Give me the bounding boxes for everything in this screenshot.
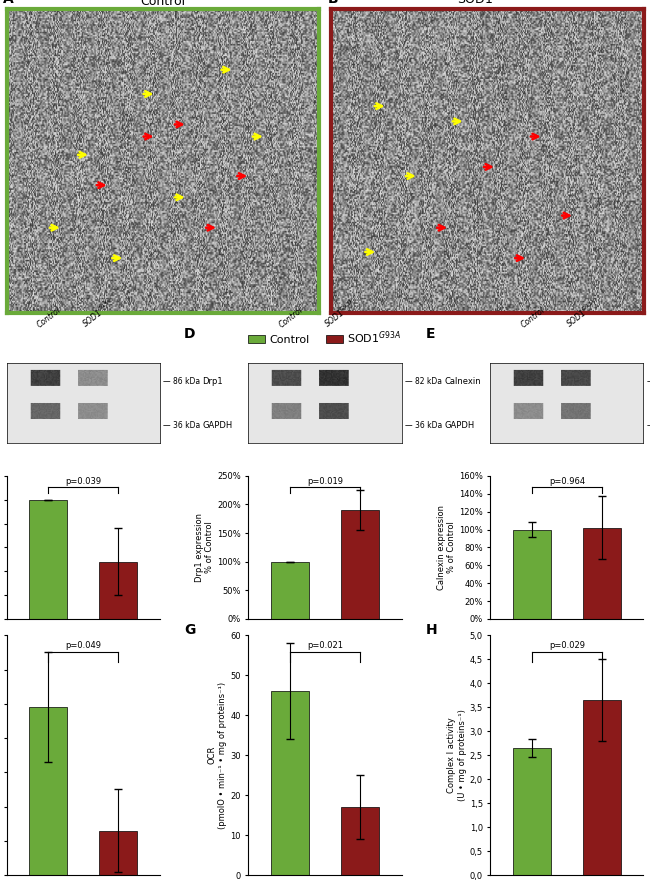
Bar bbox=[29, 500, 68, 619]
Bar bbox=[341, 807, 379, 875]
Bar bbox=[513, 530, 551, 619]
Text: H: H bbox=[426, 623, 437, 638]
Bar bbox=[582, 700, 621, 875]
Text: E: E bbox=[426, 328, 436, 341]
Bar bbox=[271, 562, 309, 619]
Text: Control: Control bbox=[519, 305, 547, 330]
Bar bbox=[341, 510, 379, 619]
Bar bbox=[513, 748, 551, 875]
Text: B: B bbox=[328, 0, 339, 6]
Y-axis label: Calnexin expression
% of Control: Calnexin expression % of Control bbox=[437, 505, 456, 590]
Y-axis label: OCR
(pmolO • min⁻¹ • mg of proteins⁻¹): OCR (pmolO • min⁻¹ • mg of proteins⁻¹) bbox=[208, 681, 227, 829]
Text: — 36 kDa: — 36 kDa bbox=[404, 421, 442, 430]
Text: D: D bbox=[184, 328, 196, 341]
Bar bbox=[29, 707, 68, 875]
Text: SOD1$^{G93A}$: SOD1$^{G93A}$ bbox=[80, 296, 117, 330]
Text: GAPDH: GAPDH bbox=[445, 421, 474, 430]
Text: p=0.021: p=0.021 bbox=[307, 640, 343, 649]
Text: Drp1: Drp1 bbox=[203, 377, 223, 386]
Text: A: A bbox=[3, 0, 14, 6]
Text: SOD1$^{G93A}$: SOD1$^{G93A}$ bbox=[564, 296, 601, 330]
Text: — 36 kDa: — 36 kDa bbox=[647, 421, 650, 430]
Text: — 86 kDa: — 86 kDa bbox=[162, 377, 200, 386]
Text: — 82 kDa: — 82 kDa bbox=[404, 377, 441, 386]
Y-axis label: Drp1 expression
% of Control: Drp1 expression % of Control bbox=[195, 513, 215, 582]
Text: p=0.029: p=0.029 bbox=[549, 640, 585, 649]
Text: SOD1$^{G93A}$: SOD1$^{G93A}$ bbox=[322, 296, 359, 330]
Title: SOD1$^{G93A}$: SOD1$^{G93A}$ bbox=[457, 0, 518, 8]
Text: p=0.964: p=0.964 bbox=[549, 477, 585, 486]
Bar bbox=[99, 562, 137, 619]
Text: Control: Control bbox=[36, 305, 63, 330]
Text: p=0.019: p=0.019 bbox=[307, 477, 343, 486]
Title: Control: Control bbox=[140, 0, 185, 8]
Bar bbox=[99, 830, 137, 875]
Text: p=0.039: p=0.039 bbox=[65, 477, 101, 486]
Legend: Control, SOD1$^{G93A}$: Control, SOD1$^{G93A}$ bbox=[244, 325, 406, 351]
Y-axis label: Complex I activity
(U • mg of proteins⁻¹): Complex I activity (U • mg of proteins⁻¹… bbox=[447, 709, 467, 801]
Text: p=0.049: p=0.049 bbox=[65, 640, 101, 649]
Text: Control: Control bbox=[278, 305, 305, 330]
Text: G: G bbox=[184, 623, 196, 638]
Bar bbox=[582, 528, 621, 619]
Text: — 90 kDa: — 90 kDa bbox=[647, 377, 650, 386]
Text: GAPDH: GAPDH bbox=[203, 421, 233, 430]
Text: Calnexin: Calnexin bbox=[445, 377, 481, 386]
Bar bbox=[271, 691, 309, 875]
Text: — 36 kDa: — 36 kDa bbox=[162, 421, 200, 430]
